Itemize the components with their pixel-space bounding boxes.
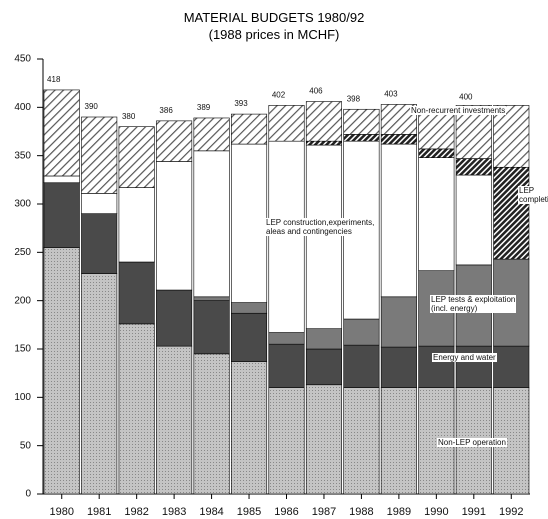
bar-segment <box>380 134 417 145</box>
x-tick-label: 1980 <box>49 506 73 518</box>
bar-segment <box>81 213 118 274</box>
series-label: LEP tests & exploitation (incl. energy) <box>430 295 517 313</box>
bar-segment <box>305 348 342 386</box>
bar-segment <box>343 108 380 135</box>
bar-segment <box>343 344 380 388</box>
x-tick-label: 1981 <box>87 506 111 518</box>
bar-segment <box>118 261 155 325</box>
x-tick-label: 1985 <box>237 506 261 518</box>
bar-segment <box>193 300 230 355</box>
bar-segment <box>118 126 155 188</box>
bar-segment <box>193 353 230 495</box>
x-tick-label: 1988 <box>349 506 373 518</box>
bar-segment <box>43 182 80 248</box>
total-label: 398 <box>347 94 361 103</box>
bar-segment <box>268 140 305 333</box>
bar-segment <box>268 387 305 495</box>
total-label: 400 <box>459 92 473 101</box>
bar-segment <box>156 289 193 347</box>
bar-segment <box>43 89 80 177</box>
bar-segment <box>343 318 380 346</box>
bar-segment <box>305 140 342 146</box>
y-tick-label: 150 <box>14 344 31 355</box>
bar-segment <box>193 296 230 301</box>
bar-segment <box>455 158 492 176</box>
x-tick-label: 1990 <box>424 506 448 518</box>
total-label: 418 <box>47 75 61 84</box>
chart-subtitle: (1988 prices in MCHF) <box>208 27 340 42</box>
bar-segment <box>305 328 342 350</box>
bar-segment <box>231 143 268 303</box>
bar-segment <box>231 302 268 314</box>
total-label: 389 <box>197 103 211 112</box>
y-tick-label: 300 <box>14 199 31 210</box>
bar-segment <box>418 148 455 158</box>
bar-segment <box>118 187 155 263</box>
bar-segment <box>493 105 530 168</box>
chart-title: MATERIAL BUDGETS 1980/92 <box>183 10 365 25</box>
bar-segment <box>156 120 193 162</box>
bar-segment <box>380 387 417 495</box>
bar-segment <box>268 332 305 345</box>
bar-segment <box>81 116 118 194</box>
bar-segment <box>380 143 417 298</box>
y-tick-label: 450 <box>14 54 31 65</box>
bar-segment <box>493 166 530 260</box>
y-tick-label: 200 <box>14 295 31 306</box>
bar-segment <box>268 343 305 388</box>
series-label: Non-LEP operation <box>437 438 507 447</box>
series-label: LEP completion <box>518 186 548 204</box>
total-label: 386 <box>159 106 173 115</box>
bar-segment <box>305 384 342 495</box>
bar-segment <box>305 144 342 330</box>
bar-segment <box>343 134 380 142</box>
bar-segment <box>43 247 80 495</box>
y-tick-label: 0 <box>25 489 31 500</box>
total-label: 406 <box>309 87 323 96</box>
series-label: Energy and water <box>432 353 497 362</box>
bar-segment <box>193 117 230 152</box>
bar-segment <box>343 387 380 495</box>
bar-segment <box>231 113 268 145</box>
bar-segment <box>81 273 118 495</box>
bar-segment <box>193 150 230 298</box>
total-label: 380 <box>122 112 136 121</box>
bar-segment <box>81 193 118 214</box>
series-label: LEP construction,experiments, aleas and … <box>265 218 376 236</box>
y-tick-label: 250 <box>14 247 31 258</box>
bar-segment <box>418 157 455 272</box>
x-tick-label: 1992 <box>499 506 523 518</box>
bar-segment <box>305 101 342 142</box>
bar-segment <box>455 174 492 266</box>
x-tick-label: 1983 <box>162 506 186 518</box>
bar-segment <box>380 346 417 388</box>
x-tick-label: 1989 <box>387 506 411 518</box>
bar-segment <box>43 175 80 184</box>
y-tick-label: 50 <box>20 440 32 451</box>
bar-segment <box>231 361 268 495</box>
y-tick-label: 350 <box>14 150 31 161</box>
bar-segment <box>156 161 193 291</box>
x-tick-label: 1991 <box>462 506 486 518</box>
x-tick-label: 1986 <box>274 506 298 518</box>
bar-segment <box>118 323 155 495</box>
x-tick-label: 1982 <box>124 506 148 518</box>
x-tick-label: 1987 <box>312 506 336 518</box>
bar-segment <box>493 345 530 388</box>
total-label: 393 <box>234 99 248 108</box>
total-label: 403 <box>384 90 398 99</box>
y-tick-label: 100 <box>14 392 31 403</box>
series-label: Non-recurrent investments <box>410 106 507 115</box>
bar-segment <box>380 296 417 348</box>
total-label: 390 <box>85 102 99 111</box>
x-tick-label: 1984 <box>199 506 223 518</box>
bar-segment <box>156 345 193 495</box>
bar-segment <box>231 312 268 362</box>
bar-segment <box>268 105 305 142</box>
total-label: 402 <box>272 91 286 100</box>
y-tick-label: 400 <box>14 102 31 113</box>
